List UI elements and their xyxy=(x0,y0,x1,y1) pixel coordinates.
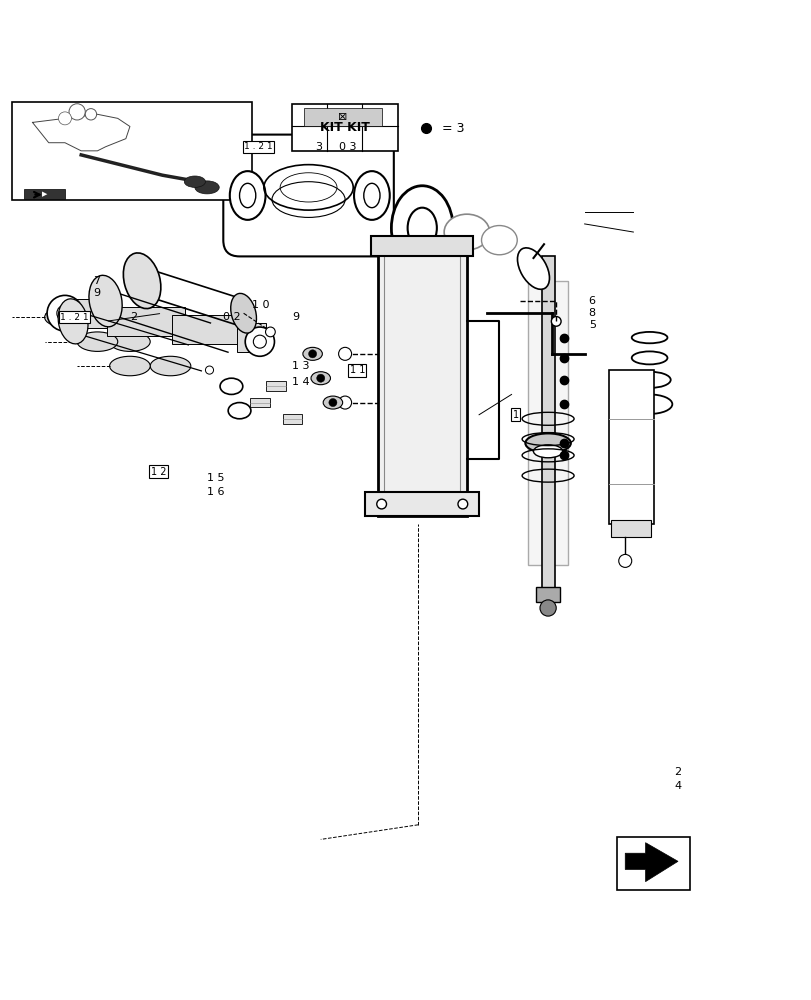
Ellipse shape xyxy=(109,332,150,351)
Bar xyxy=(304,108,381,126)
Ellipse shape xyxy=(323,396,342,409)
Circle shape xyxy=(245,327,274,356)
Text: 3: 3 xyxy=(315,142,322,152)
Bar xyxy=(12,102,251,200)
Bar xyxy=(172,315,250,344)
Text: 0 2: 0 2 xyxy=(223,312,241,322)
Circle shape xyxy=(618,554,631,567)
FancyBboxPatch shape xyxy=(223,135,393,256)
Circle shape xyxy=(205,366,213,374)
Ellipse shape xyxy=(303,347,322,360)
Bar xyxy=(365,492,478,516)
Text: ▶: ▶ xyxy=(42,191,47,197)
Text: 1 5: 1 5 xyxy=(207,473,225,483)
Circle shape xyxy=(328,399,337,407)
Circle shape xyxy=(551,316,560,326)
Text: ⊠: ⊠ xyxy=(337,112,347,122)
Bar xyxy=(535,587,560,601)
Ellipse shape xyxy=(533,445,562,458)
Circle shape xyxy=(47,295,83,331)
Ellipse shape xyxy=(77,332,118,351)
Bar xyxy=(107,307,185,336)
Circle shape xyxy=(316,374,324,382)
Bar xyxy=(237,323,266,352)
Circle shape xyxy=(265,327,275,337)
Circle shape xyxy=(376,499,386,509)
Text: 1: 1 xyxy=(512,410,518,420)
Text: 1 1: 1 1 xyxy=(350,365,364,375)
Circle shape xyxy=(58,112,71,125)
Text: 1 . 2 1: 1 . 2 1 xyxy=(60,313,89,322)
Text: 1 6: 1 6 xyxy=(207,487,225,497)
Text: 2: 2 xyxy=(673,767,680,777)
Bar xyxy=(266,381,285,391)
Bar xyxy=(250,398,269,407)
Bar xyxy=(292,104,397,151)
Polygon shape xyxy=(624,843,677,882)
Text: = 3: = 3 xyxy=(438,122,465,135)
Ellipse shape xyxy=(230,293,256,333)
Bar xyxy=(282,414,302,424)
Text: 1 4: 1 4 xyxy=(292,377,310,387)
Circle shape xyxy=(457,499,467,509)
Ellipse shape xyxy=(58,299,88,344)
Bar xyxy=(616,837,689,890)
Ellipse shape xyxy=(184,176,205,187)
Ellipse shape xyxy=(363,183,380,208)
Circle shape xyxy=(85,109,97,120)
Ellipse shape xyxy=(109,356,150,376)
Ellipse shape xyxy=(239,183,255,208)
Text: 1 . 2 1: 1 . 2 1 xyxy=(243,142,272,151)
Text: 9: 9 xyxy=(292,312,299,322)
Circle shape xyxy=(338,396,351,409)
Text: 5: 5 xyxy=(588,320,595,330)
Bar xyxy=(377,240,466,516)
Ellipse shape xyxy=(444,214,489,250)
Ellipse shape xyxy=(195,181,219,194)
Text: KIT KIT: KIT KIT xyxy=(320,121,370,134)
Ellipse shape xyxy=(354,171,389,220)
Ellipse shape xyxy=(150,356,191,376)
Ellipse shape xyxy=(525,433,570,453)
Bar xyxy=(541,256,554,597)
Circle shape xyxy=(338,347,351,360)
Bar xyxy=(608,370,653,524)
Ellipse shape xyxy=(45,308,85,327)
Circle shape xyxy=(253,335,266,348)
Text: 1 3: 1 3 xyxy=(292,361,310,371)
Ellipse shape xyxy=(391,186,453,270)
Text: 6: 6 xyxy=(588,296,595,306)
Text: 1 0: 1 0 xyxy=(251,300,269,310)
Bar xyxy=(24,189,65,199)
Bar xyxy=(610,520,650,537)
Text: 0 3: 0 3 xyxy=(339,142,357,152)
Text: 8: 8 xyxy=(588,308,595,318)
Circle shape xyxy=(308,350,316,358)
Ellipse shape xyxy=(89,275,122,327)
Ellipse shape xyxy=(407,208,436,248)
Circle shape xyxy=(539,600,556,616)
Text: 1 2: 1 2 xyxy=(150,467,166,477)
Text: 7: 7 xyxy=(93,276,101,286)
Ellipse shape xyxy=(517,248,549,289)
Bar xyxy=(527,281,568,565)
Ellipse shape xyxy=(123,253,161,309)
Ellipse shape xyxy=(77,303,118,323)
Ellipse shape xyxy=(230,171,265,220)
Ellipse shape xyxy=(481,226,517,255)
Text: 2: 2 xyxy=(130,312,137,322)
Text: 9: 9 xyxy=(93,288,101,298)
Text: 4: 4 xyxy=(673,781,680,791)
Circle shape xyxy=(69,104,85,120)
Ellipse shape xyxy=(311,372,330,385)
Bar xyxy=(371,236,473,256)
Bar xyxy=(58,299,120,328)
Circle shape xyxy=(57,305,73,321)
